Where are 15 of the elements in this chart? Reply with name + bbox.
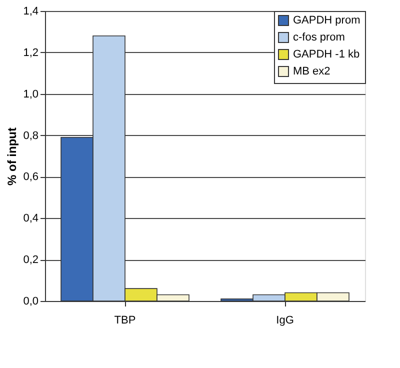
legend-label: GAPDH prom xyxy=(293,14,360,26)
legend-label: MB ex2 xyxy=(293,66,330,78)
y-axis-title: % of input xyxy=(5,128,20,186)
x-tick-label: TBP xyxy=(114,314,136,326)
y-tick-label: 0,2 xyxy=(23,254,38,266)
y-tick-label: 0,8 xyxy=(23,130,38,142)
y-tick-label: 0,4 xyxy=(23,212,38,225)
y-tick-label: 0,0 xyxy=(23,296,38,308)
x-tick-label: IgG xyxy=(276,314,294,326)
y-tick-label: 1,0 xyxy=(23,88,38,100)
y-tick-label: 0,6 xyxy=(23,171,38,184)
legend-label: c-fos prom xyxy=(293,32,345,44)
legend-label: GAPDH -1 kb xyxy=(293,48,360,60)
y-tick-label: 1,2 xyxy=(23,46,38,59)
y-tick-label: 1,4 xyxy=(23,6,38,18)
